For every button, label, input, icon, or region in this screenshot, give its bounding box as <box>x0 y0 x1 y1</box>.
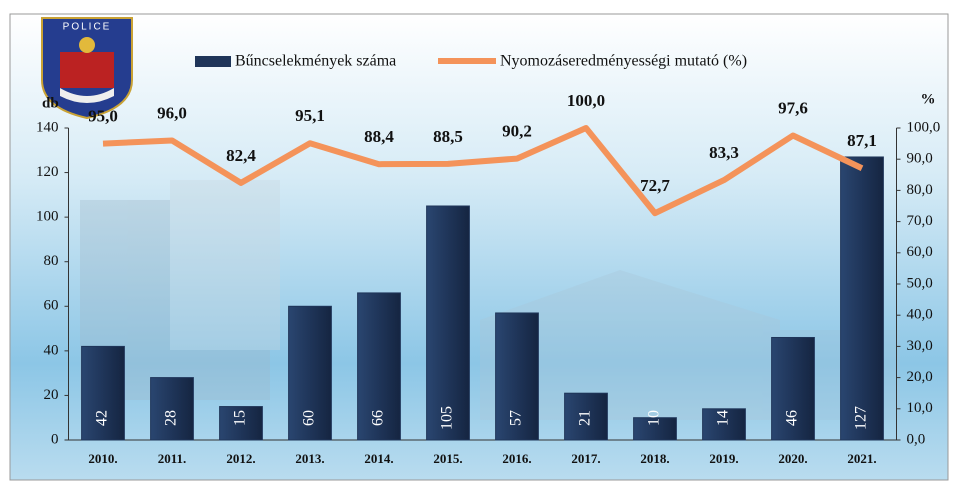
line-value-label: 88,4 <box>364 127 394 146</box>
y-tick-label: 60 <box>44 298 59 314</box>
x-tick-label: 2020. <box>778 451 807 466</box>
x-tick-label: 2013. <box>295 451 324 466</box>
bar-value-label: 46 <box>784 410 801 426</box>
bar <box>151 378 194 440</box>
y2-tick-label: 70,0 <box>907 213 933 229</box>
line-value-label: 72,7 <box>640 176 670 195</box>
x-tick-label: 2012. <box>226 451 255 466</box>
line-value-label: 95,1 <box>295 106 325 125</box>
x-tick-label: 2017. <box>571 451 600 466</box>
bar-value-label: 60 <box>301 410 318 426</box>
y2-tick-label: 90,0 <box>907 151 933 167</box>
chart: POLICE db % 0 20 40 60 80 100 120 140 0,0 10,0 20,… <box>0 0 958 488</box>
bar-value-label: 105 <box>439 406 456 430</box>
bar-value-label: 15 <box>232 410 249 426</box>
y-tick-label: 120 <box>36 164 59 180</box>
y2-axis-label: % <box>921 91 936 107</box>
y2-tick-label: 0,0 <box>907 431 926 447</box>
y2-tick-label: 100,0 <box>907 119 941 135</box>
y2-tick-label: 80,0 <box>907 182 933 198</box>
y2-tick-label: 30,0 <box>907 338 933 354</box>
bar-value-label: 42 <box>94 410 111 426</box>
bar-value-label: 66 <box>370 410 387 426</box>
y-axis-label: db <box>42 95 59 111</box>
legend-swatch <box>195 56 231 67</box>
y-tick-label: 20 <box>44 387 59 403</box>
y2-tick-label: 40,0 <box>907 307 933 323</box>
y2-tick-label: 20,0 <box>907 369 933 385</box>
line-value-label: 88,5 <box>433 127 463 146</box>
y-tick-label: 140 <box>36 119 59 135</box>
y-tick-label: 80 <box>44 253 59 269</box>
line-value-label: 82,4 <box>226 146 256 165</box>
line-value-label: 96,0 <box>157 103 187 122</box>
line-value-label: 87,1 <box>847 131 877 150</box>
y2-tick-label: 50,0 <box>907 275 933 291</box>
bar-value-label: 57 <box>508 410 525 426</box>
y-tick-label: 0 <box>51 431 59 447</box>
y-tick-label: 40 <box>44 342 59 358</box>
bar <box>427 206 470 440</box>
line-value-label: 97,6 <box>778 98 808 117</box>
x-tick-label: 2019. <box>709 451 738 466</box>
bar-value-label: 127 <box>853 406 870 430</box>
line-value-label: 83,3 <box>709 143 739 162</box>
bar-value-label: 21 <box>577 410 594 426</box>
line-value-label: 100,0 <box>567 91 605 110</box>
y2-tick-label: 60,0 <box>907 244 933 260</box>
bar-value-label: 14 <box>715 410 732 426</box>
x-tick-label: 2018. <box>640 451 669 466</box>
legend-label: Nyomozáseredményességi mutató (%) <box>500 53 747 70</box>
x-tick-label: 2021. <box>847 451 876 466</box>
bar <box>841 157 884 440</box>
line-value-label: 90,2 <box>502 121 532 140</box>
line-value-label: 95,0 <box>88 107 118 126</box>
y2-tick-label: 10,0 <box>907 400 933 416</box>
bar-value-label: 28 <box>163 410 180 426</box>
x-tick-label: 2015. <box>433 451 462 466</box>
x-tick-label: 2010. <box>88 451 117 466</box>
bar-value-label: 10 <box>646 410 663 426</box>
legend-label: Bűncselekmények száma <box>235 53 396 70</box>
badge-text: POLICE <box>63 22 112 33</box>
x-tick-label: 2011. <box>158 451 187 466</box>
x-tick-label: 2016. <box>502 451 531 466</box>
y-tick-label: 100 <box>36 209 59 225</box>
x-tick-label: 2014. <box>364 451 393 466</box>
